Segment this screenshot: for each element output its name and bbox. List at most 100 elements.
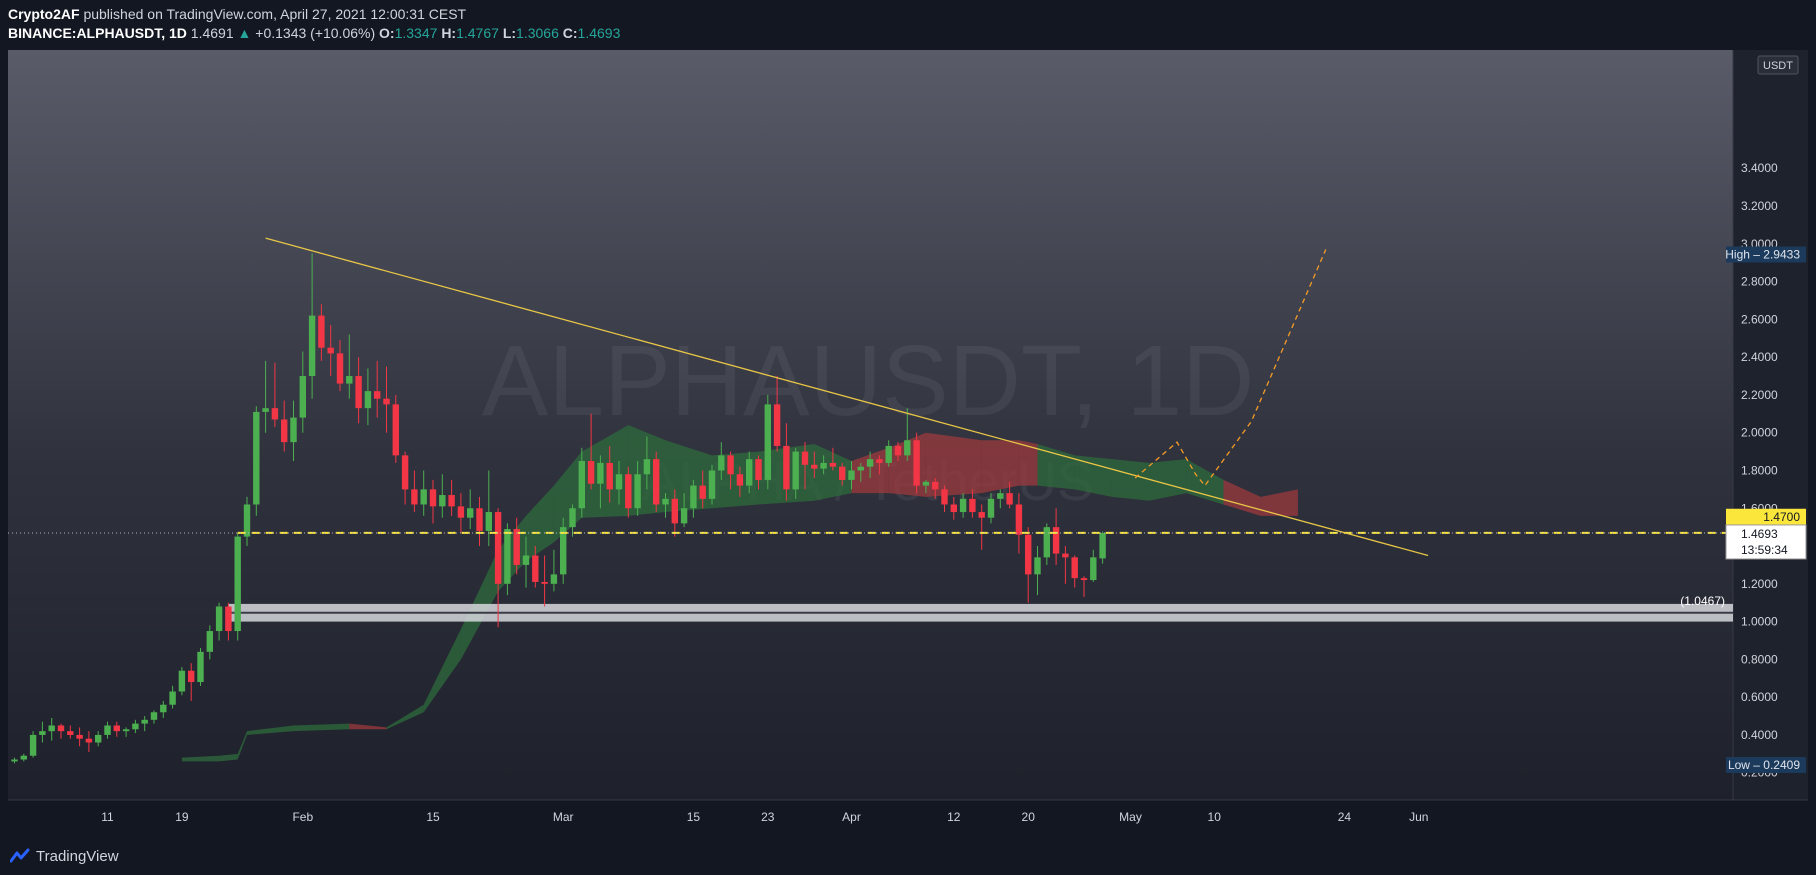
candle-body <box>904 440 911 456</box>
candle-body <box>439 495 446 507</box>
candle-body <box>606 462 613 490</box>
candle-body <box>746 459 753 486</box>
candle-body <box>197 651 204 683</box>
candle-body <box>941 489 948 505</box>
high-marker-text: High – 2.9433 <box>1725 248 1800 262</box>
candle-body <box>550 574 558 584</box>
tradingview-logo-icon[interactable] <box>10 848 30 864</box>
price-tick-label: 3.2000 <box>1741 199 1778 213</box>
price-tick-label: 2.4000 <box>1741 350 1778 364</box>
time-axis: 11 19 Feb 15 Mar 15 23 Apr 12 20 May 10 24 Jun <box>101 810 1428 824</box>
candle-body <box>253 411 260 505</box>
time-tick-label: 20 <box>1022 810 1036 824</box>
candle-body <box>150 712 158 720</box>
price-chart[interactable]: ALPHAUSDT, 1D ALPHA / TetherUS (1.0467) … <box>8 50 1808 840</box>
candle-body <box>913 440 920 486</box>
candle-body <box>997 493 1004 499</box>
time-tick-label: 19 <box>175 810 189 824</box>
candle-body <box>560 527 567 575</box>
cloud-segment <box>237 731 247 760</box>
candle-body <box>727 455 734 475</box>
candle-body <box>355 376 362 409</box>
time-axis-background <box>8 800 1808 840</box>
candle-body <box>987 498 995 518</box>
author-name[interactable]: Crypto2AF <box>8 6 80 22</box>
candle-body <box>625 474 632 509</box>
candle-body <box>1034 557 1041 575</box>
tradingview-brand[interactable]: TradingView <box>36 848 119 865</box>
candle-body <box>522 555 530 565</box>
currency-label: USDT <box>1763 60 1793 72</box>
candle-body <box>67 731 74 735</box>
candle-body <box>513 529 520 565</box>
candle-body <box>634 474 641 509</box>
price-axis-background <box>1733 50 1808 800</box>
candle-body <box>243 504 251 537</box>
candlesticks <box>11 253 1106 764</box>
descending-trendline <box>265 237 1429 557</box>
candle-body <box>1015 504 1023 535</box>
candle-body <box>829 462 837 467</box>
high-label: H: <box>441 25 457 41</box>
candle-body <box>327 347 334 354</box>
candle-body <box>85 738 93 743</box>
candle-body <box>653 459 660 505</box>
cloud-segment <box>386 704 424 730</box>
candle-body <box>1025 534 1032 575</box>
candle-body <box>699 485 706 499</box>
candle-body <box>401 455 409 490</box>
price-tick-label: 0.4000 <box>1741 728 1778 742</box>
candle-body <box>792 451 799 490</box>
candle-body <box>457 506 465 518</box>
candle-body <box>411 489 418 505</box>
symbol-label[interactable]: BINANCE:ALPHAUSDT, 1D <box>8 25 187 41</box>
price-tick-label: 1.8000 <box>1741 463 1778 477</box>
price-tick-label: 2.6000 <box>1741 312 1778 326</box>
candle-body <box>48 725 55 732</box>
cloud-segment <box>1037 444 1075 490</box>
candle-body <box>578 461 585 509</box>
time-tick-label: Jun <box>1409 810 1428 824</box>
cloud-segment <box>219 753 238 762</box>
current-price-tag-box <box>1725 524 1807 560</box>
candle-body <box>57 725 65 732</box>
cloud-segment <box>1186 459 1224 505</box>
low-marker-text: Low – 0.2409 <box>1728 758 1800 772</box>
projection-path <box>1134 249 1327 487</box>
chart-header: Crypto2AF published on TradingView.com, … <box>0 0 1816 48</box>
candle-body <box>383 398 390 405</box>
candle-body <box>820 462 827 469</box>
cloud-segment <box>1018 440 1038 486</box>
candle-body <box>392 404 399 456</box>
candle-body <box>811 464 818 469</box>
candle-body <box>950 504 957 513</box>
candle-body <box>1099 532 1106 559</box>
candle-body <box>1080 578 1088 581</box>
cloud-segment <box>1074 455 1112 497</box>
level-price-tag-text: 1.4700 <box>1763 510 1800 524</box>
price-tick-label: 1.0000 <box>1741 615 1778 629</box>
cloud-segment <box>1260 489 1298 516</box>
support-zone-label: (1.0467) <box>1680 594 1725 608</box>
candle-body <box>318 315 325 348</box>
candle-body <box>671 498 678 524</box>
candle-body <box>718 455 725 471</box>
candle-body <box>1090 557 1097 581</box>
candle-body <box>262 408 269 412</box>
candle-body <box>773 404 781 446</box>
candle-body <box>1043 527 1050 558</box>
candle-body <box>20 755 27 760</box>
candle-body <box>299 376 306 418</box>
candle-body <box>1071 557 1078 579</box>
cloud-segment <box>1149 459 1187 501</box>
candle-body <box>597 462 604 484</box>
candle-body <box>346 376 353 384</box>
candle-body <box>801 451 809 465</box>
currency-badge[interactable] <box>1757 55 1799 75</box>
candle-body <box>188 670 195 683</box>
price-tick-label: 0.8000 <box>1741 652 1778 666</box>
cloud-segment <box>1111 459 1150 501</box>
candle-body <box>476 508 483 531</box>
time-tick-label: Apr <box>842 810 861 824</box>
time-tick-label: May <box>1119 810 1142 824</box>
